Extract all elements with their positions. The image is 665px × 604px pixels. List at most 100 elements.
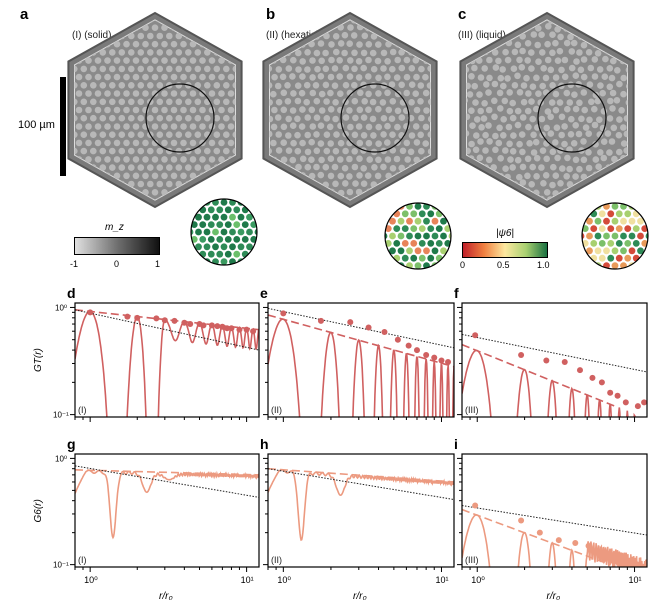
hexagon-micrograph [428, 7, 665, 214]
skyrmion [439, 56, 446, 63]
skyrmion [62, 197, 69, 204]
peak-marker [236, 327, 242, 333]
psi6-particle [569, 262, 576, 269]
skyrmion [443, 33, 450, 40]
skyrmion [190, 90, 197, 97]
skyrmion [408, 180, 415, 187]
skyrmion [256, 123, 263, 130]
skyrmion [505, 57, 512, 64]
psi6-particle [624, 240, 631, 247]
skyrmion [252, 74, 259, 81]
skyrmion [256, 181, 263, 188]
skyrmion [109, 49, 116, 56]
skyrmion [284, 33, 291, 40]
skyrmion [468, 73, 475, 80]
skyrmion [256, 41, 263, 48]
skyrmion [571, 140, 578, 147]
skyrmion [481, 115, 488, 122]
skyrmion [428, 17, 435, 24]
skyrmion [109, 82, 116, 89]
skyrmion [412, 90, 419, 97]
psi6-particle [246, 199, 253, 206]
skyrmion [257, 16, 264, 23]
skyrmion [243, 140, 250, 147]
skyrmion [452, 99, 459, 106]
skyrmion [52, 66, 59, 73]
psi6-particle [616, 225, 623, 232]
skyrmion [492, 147, 499, 154]
skyrmion [285, 116, 292, 123]
skyrmion [95, 90, 102, 97]
skyrmion [592, 56, 599, 63]
skyrmion [185, 66, 192, 73]
skyrmion [332, 116, 339, 123]
psi6-particle [178, 199, 185, 206]
skyrmion [38, 156, 45, 163]
inset-psi6-map [569, 196, 665, 277]
skyrmion [223, 131, 230, 138]
skyrmion [595, 163, 602, 170]
psi6-particle [406, 233, 413, 240]
skyrmion [256, 140, 263, 147]
peak-marker [134, 315, 140, 321]
skyrmion [438, 155, 445, 162]
skyrmion [218, 173, 225, 180]
psi6-particle [658, 270, 665, 277]
skyrmion [109, 197, 116, 204]
skyrmion [384, 74, 391, 81]
skyrmion [463, 49, 470, 56]
psi6-particle [402, 270, 409, 277]
skyrmion [404, 74, 411, 81]
skyrmion [252, 82, 259, 89]
skyrmion [361, 132, 368, 139]
skyrmion [572, 173, 579, 180]
skyrmion [380, 65, 387, 72]
skyrmion [180, 205, 187, 212]
skyrmion [280, 24, 287, 31]
skyrmion [596, 17, 603, 24]
skyrmion [81, 131, 88, 138]
phase-label: (II) [271, 405, 282, 415]
skyrmion [602, 73, 609, 80]
skyrmion [147, 49, 154, 56]
skyrmion [290, 90, 297, 97]
skyrmion [95, 123, 102, 130]
skyrmion [521, 82, 528, 89]
skyrmion [616, 149, 623, 156]
skyrmion [441, 140, 448, 147]
skyrmion [528, 49, 535, 56]
skyrmion [161, 57, 168, 64]
colorbar-psi-label: |ψ6| [496, 228, 514, 239]
skyrmion [519, 48, 526, 55]
skyrmion [157, 66, 164, 73]
skyrmion [57, 156, 64, 163]
skyrmion [271, 25, 278, 32]
skyrmion [658, 207, 665, 214]
skyrmion [464, 197, 471, 204]
psi6-particle [259, 192, 266, 199]
skyrmion [290, 157, 297, 164]
peak-marker [162, 317, 168, 323]
psi6-particle [229, 214, 236, 221]
skyrmion [609, 41, 616, 48]
skyrmion [539, 116, 546, 123]
skyrmion [123, 74, 130, 81]
skyrmion [653, 164, 660, 171]
psi6-particle [573, 210, 580, 217]
skyrmion [246, 115, 253, 122]
skyrmion [602, 26, 609, 33]
peak-marker [209, 322, 215, 328]
skyrmion [228, 173, 235, 180]
skyrmion [242, 8, 249, 15]
skyrmion [314, 114, 321, 121]
skyrmion [85, 205, 92, 212]
psi6-particle [449, 218, 456, 225]
skyrmion [242, 124, 249, 131]
skyrmion [276, 17, 283, 24]
skyrmion [318, 40, 325, 47]
skyrmion [228, 189, 235, 196]
skyrmion [290, 205, 297, 212]
inset-psi6-map [178, 192, 274, 273]
skyrmion [171, 107, 178, 114]
skyrmion [583, 23, 590, 30]
